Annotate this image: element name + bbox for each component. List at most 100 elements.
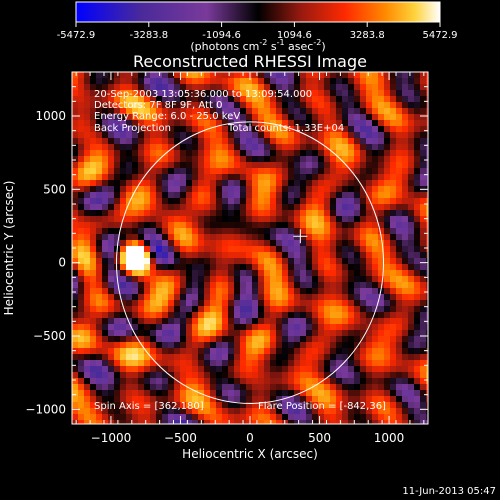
heatmap-cell [300,414,307,421]
heatmap-cell [414,168,421,175]
heatmap-cell [372,138,379,145]
heatmap-cell [108,330,115,337]
heatmap-cell [396,408,403,415]
heatmap-cell [162,96,169,103]
heatmap-cell [330,150,337,157]
heatmap-cell [252,234,259,241]
heatmap-cell [192,360,199,367]
heatmap-cell [420,294,427,301]
heatmap-cell [336,288,343,295]
heatmap-cell [162,108,169,115]
heatmap-cell [396,372,403,379]
heatmap-cell [300,216,307,223]
heatmap-cell [294,72,301,79]
heatmap-cell [294,306,301,313]
heatmap-cell [372,216,379,223]
heatmap-cell [318,270,325,277]
heatmap-cell [144,186,151,193]
heatmap-cell [378,354,385,361]
heatmap-cell [144,150,151,157]
heatmap-cell [180,108,187,115]
heatmap-cell [84,114,91,121]
heatmap-cell [384,324,391,331]
heatmap-cell [192,186,199,193]
heatmap-cell [306,150,313,157]
heatmap-cell [426,324,428,331]
heatmap-cell [78,258,85,265]
heatmap-cell [78,246,85,253]
heatmap-cell [360,390,367,397]
heatmap-cell [198,222,205,229]
heatmap-cell [288,240,295,247]
heatmap-cell [150,318,157,325]
heatmap-cell [396,288,403,295]
heatmap-cell [306,246,313,253]
heatmap-cell [78,198,85,205]
heatmap-cell [84,210,91,217]
heatmap-cell [366,156,373,163]
heatmap-cell [294,402,301,409]
heatmap-cell [426,360,428,367]
heatmap-cell [282,114,289,121]
heatmap-cell [156,300,163,307]
heatmap-cell [414,162,421,169]
heatmap-cell [270,252,277,259]
heatmap-cell [348,90,355,97]
heatmap-cell [96,420,103,424]
heatmap-cell [78,414,85,421]
heatmap-cell [318,414,325,421]
heatmap-cell [282,384,289,391]
heatmap-cell [174,186,181,193]
heatmap-cell [174,324,181,331]
heatmap-cell [408,294,415,301]
heatmap-cell [288,294,295,301]
heatmap-cell [156,408,163,415]
heatmap-cell [114,360,121,367]
heatmap-cell [132,78,139,85]
heatmap-cell [72,246,79,253]
heatmap-cell [252,144,259,151]
heatmap-cell [324,174,331,181]
heatmap-cell [216,336,223,343]
heatmap-cell [372,330,379,337]
heatmap-cell [324,282,331,289]
heatmap-cell [120,324,127,331]
heatmap-cell [198,138,205,145]
heatmap-cell [366,294,373,301]
heatmap-cell [360,96,367,103]
heatmap-cell [102,306,109,313]
heatmap-cell [354,210,361,217]
heatmap-cell [318,420,325,424]
heatmap-cell [108,186,115,193]
heatmap-cell [186,144,193,151]
heatmap-cell [270,90,277,97]
heatmap-cell [186,78,193,85]
heatmap-cell [120,408,127,415]
heatmap-cell [258,204,265,211]
heatmap-cell [108,108,115,115]
heatmap-cell [366,216,373,223]
heatmap-cell [108,384,115,391]
heatmap-cell [246,102,253,109]
heatmap-cell [84,138,91,145]
heatmap-cell [408,372,415,379]
heatmap-cell [186,390,193,397]
heatmap-cell [366,348,373,355]
heatmap-cell [126,306,133,313]
heatmap-cell [378,282,385,289]
heatmap-cell [108,132,115,139]
heatmap-cell [90,324,97,331]
heatmap-cell [108,90,115,97]
heatmap-cell [168,84,175,91]
heatmap-cell [366,168,373,175]
heatmap-cell [300,192,307,199]
heatmap-cell [420,156,427,163]
heatmap-cell [348,96,355,103]
heatmap-cell [90,180,97,187]
heatmap-cell [252,342,259,349]
heatmap-cell [312,168,319,175]
heatmap-cell [354,294,361,301]
heatmap-cell [276,312,283,319]
heatmap-cell [300,270,307,277]
heatmap-cell [114,264,121,271]
